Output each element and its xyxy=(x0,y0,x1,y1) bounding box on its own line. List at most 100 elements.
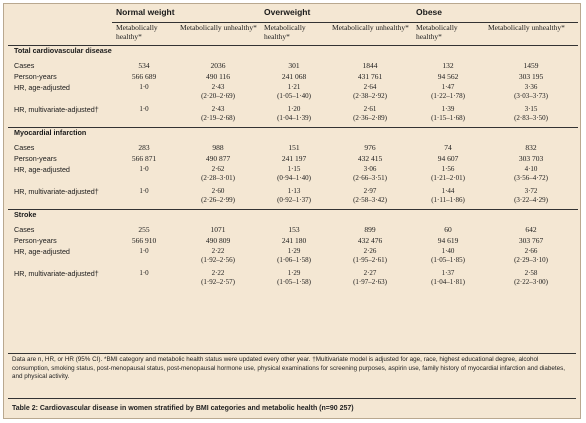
table-cell: 241 197 xyxy=(281,154,307,163)
table-cell: 60 xyxy=(444,225,452,234)
table-row-cases: Cases 534 2036 301 1844 132 1459 xyxy=(8,61,578,72)
confidence-interval: (2·58–3·42) xyxy=(353,196,387,204)
confidence-interval: (2·36–2·89) xyxy=(353,114,387,122)
table-cell: 566 871 xyxy=(131,154,157,163)
table-cell: 1·47 (1·22–1·78) xyxy=(412,83,484,105)
hr-value: 2·97 xyxy=(363,187,377,195)
group-overweight: Overweight xyxy=(260,8,413,23)
hr-value: 3·15 xyxy=(524,105,538,113)
table-cell: 566 689 xyxy=(131,72,157,81)
hr-value: 2·61 xyxy=(363,105,377,113)
hr-value: 1·39 xyxy=(441,105,455,113)
subhead-healthy: Metabolically healthy* xyxy=(416,23,458,41)
confidence-interval: (2·83–3·50) xyxy=(514,114,548,122)
table-cell: 2·97 (2·58–3·42) xyxy=(328,187,412,210)
hr-value: 2·43 xyxy=(211,105,225,113)
row-label: Person-years xyxy=(14,236,57,245)
table-cell: 432 476 xyxy=(357,236,383,245)
hr-value: 1·47 xyxy=(441,83,455,91)
table-cell: 94 619 xyxy=(437,236,459,245)
table-bottom-rule xyxy=(8,353,576,354)
hr-value: 3·36 xyxy=(524,83,538,91)
table-cell: 3·36 (3·03–3·73) xyxy=(484,83,578,105)
table-cell: 2·62 (2·28–3·01) xyxy=(176,165,260,187)
confidence-interval: (1·92–2·57) xyxy=(201,278,235,286)
hr-value: 1·13 xyxy=(287,187,301,195)
hr-value: 1·40 xyxy=(441,247,455,255)
table-cell: 2·27 (1·97–2·63) xyxy=(328,269,412,291)
group-obese: Obese xyxy=(412,8,579,23)
confidence-interval: (1·06–1·58) xyxy=(277,256,311,264)
table-cell: 431 761 xyxy=(357,72,383,81)
table-row-person-years: Person-years 566 910 490 809 241 180 432 476… xyxy=(8,236,578,247)
table-cell: 94 607 xyxy=(437,154,459,163)
subhead-unhealthy: Metabolically unhealthy* xyxy=(488,23,565,32)
hr-value: 1·15 xyxy=(287,165,301,173)
table-row-hr-multi: HR, multivariate-adjusted† 1·0 2·43 (2·19–2… xyxy=(8,105,578,128)
section-header-row: Stroke xyxy=(8,209,579,225)
hr-value: 2·22 xyxy=(211,269,225,277)
table-cell: 1·20 (1·04–1·39) xyxy=(260,105,328,128)
table-cell: 566 910 xyxy=(131,236,157,245)
subhead-unhealthy: Metabolically unhealthy* xyxy=(332,23,409,32)
table-cell: 1·0 xyxy=(112,165,176,187)
confidence-interval: (1·92–2·56) xyxy=(201,256,235,264)
row-label: Cases xyxy=(14,61,35,70)
confidence-interval: (1·22–1·78) xyxy=(431,92,465,100)
table-cell: 534 xyxy=(138,61,150,70)
table-cell: 132 xyxy=(442,61,454,70)
table-cell: 2·61 (2·36–2·89) xyxy=(328,105,412,128)
table-row-cases: Cases 283 988 151 976 74 832 xyxy=(8,143,578,154)
caption-rule xyxy=(8,398,576,399)
table-cell: 976 xyxy=(364,143,376,152)
confidence-interval: (1·05–1·40) xyxy=(277,92,311,100)
table-row-hr-age: HR, age-adjusted 1·0 2·62 (2·28–3·01) 1·15 (0… xyxy=(8,165,578,187)
table-panel: Normal weight Overweight Obese Metabolic… xyxy=(3,3,581,419)
table-cell: 490 809 xyxy=(205,236,231,245)
hr-value: 1·0 xyxy=(139,83,149,91)
table-footnote: Data are n, HR, or HR (95% CI). *BMI cat… xyxy=(12,356,566,380)
table-row-hr-age: HR, age-adjusted 1·0 2·43 (2·20–2·69) 1·21 (1… xyxy=(8,83,578,105)
table-cell: 3·15 (2·83–3·50) xyxy=(484,105,578,128)
results-table: Normal weight Overweight Obese Metabolic… xyxy=(8,8,579,291)
confidence-interval: (2·19–2·68) xyxy=(201,114,235,122)
table-cell: 2·43 (2·19–2·68) xyxy=(176,105,260,128)
hr-value: 2·27 xyxy=(363,269,377,277)
confidence-interval: (2·66–3·51) xyxy=(353,174,387,182)
table-cell: 2·64 (2·38–2·92) xyxy=(328,83,412,105)
table-cell: 1·0 xyxy=(112,269,176,291)
confidence-interval: (2·29–3·10) xyxy=(514,256,548,264)
table-row-person-years: Person-years 566 871 490 877 241 197 432 415… xyxy=(8,154,578,165)
table-cell: 241 180 xyxy=(281,236,307,245)
hr-value: 1·21 xyxy=(287,83,301,91)
hr-value: 3·06 xyxy=(363,165,377,173)
table-cell: 1844 xyxy=(362,61,378,70)
table-cell: 2·60 (2·26–2·99) xyxy=(176,187,260,210)
hr-value: 1·29 xyxy=(287,247,301,255)
table-cell: 283 xyxy=(138,143,150,152)
table-cell: 3·06 (2·66–3·51) xyxy=(328,165,412,187)
table-cell: 255 xyxy=(138,225,150,234)
table-cell: 2·22 (1·92–2·56) xyxy=(176,247,260,269)
hr-value: 1·37 xyxy=(441,269,455,277)
row-label: Cases xyxy=(14,225,35,234)
table-cell: 153 xyxy=(288,225,300,234)
table-cell: 303 767 xyxy=(518,236,544,245)
table-cell: 241 068 xyxy=(281,72,307,81)
table-cell: 1·29 (1·05–1·58) xyxy=(260,269,328,291)
row-label: Person-years xyxy=(14,72,57,81)
confidence-interval: (1·97–2·63) xyxy=(353,278,387,286)
table-cell: 642 xyxy=(525,225,537,234)
table-cell: 1·56 (1·21–2·01) xyxy=(412,165,484,187)
table-cell: 2·66 (2·29–3·10) xyxy=(484,247,578,269)
confidence-interval: (1·04–1·81) xyxy=(431,278,465,286)
hr-value: 2·66 xyxy=(524,247,538,255)
table-cell: 1·39 (1·15–1·68) xyxy=(412,105,484,128)
hr-value: 3·72 xyxy=(524,187,538,195)
confidence-interval: (1·05–1·85) xyxy=(431,256,465,264)
hr-value: 1·44 xyxy=(441,187,455,195)
confidence-interval: (1·04–1·39) xyxy=(277,114,311,122)
table-cell: 1·29 (1·06–1·58) xyxy=(260,247,328,269)
row-label: HR, age-adjusted xyxy=(14,83,70,92)
section-header-row: Total cardiovascular disease xyxy=(8,45,579,62)
